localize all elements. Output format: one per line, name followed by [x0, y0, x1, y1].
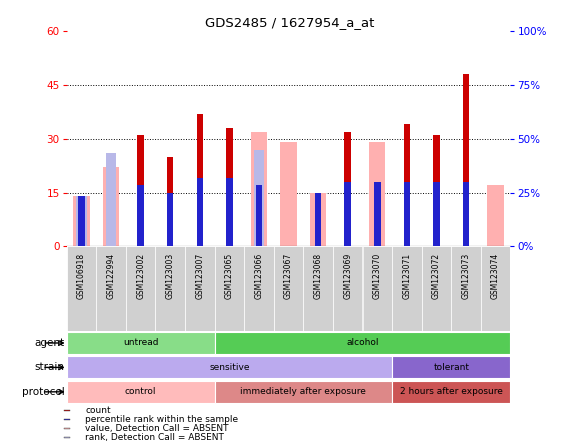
Bar	[369, 143, 386, 246]
Bar	[463, 182, 469, 246]
Bar	[310, 193, 327, 246]
Text: GSM123065: GSM123065	[225, 253, 234, 299]
Bar	[303, 246, 333, 331]
Bar	[280, 143, 297, 246]
Bar	[167, 193, 173, 246]
Bar	[215, 332, 510, 354]
Text: rank, Detection Call = ABSENT: rank, Detection Call = ABSENT	[85, 433, 224, 442]
Bar	[185, 246, 215, 331]
Text: 2 hours after exposure: 2 hours after exposure	[400, 387, 503, 396]
Bar	[226, 178, 233, 246]
Text: alcohol: alcohol	[346, 338, 379, 348]
Bar	[315, 193, 321, 246]
Bar	[67, 381, 215, 403]
Text: GSM123067: GSM123067	[284, 253, 293, 299]
Text: percentile rank within the sample: percentile rank within the sample	[85, 415, 238, 424]
Bar	[404, 182, 410, 246]
Text: GSM123003: GSM123003	[166, 253, 175, 299]
Bar	[433, 135, 440, 246]
Text: GSM123070: GSM123070	[373, 253, 382, 299]
Bar	[251, 131, 267, 246]
Bar	[244, 246, 274, 331]
Bar	[155, 246, 185, 331]
Text: GSM123074: GSM123074	[491, 253, 500, 299]
Bar	[126, 246, 155, 331]
Text: tolerant: tolerant	[433, 363, 469, 372]
Bar	[345, 131, 351, 246]
Bar	[76, 196, 87, 246]
Text: GSM123072: GSM123072	[432, 253, 441, 299]
Bar	[392, 381, 510, 403]
Bar	[64, 437, 70, 438]
Text: value, Detection Call = ABSENT: value, Detection Call = ABSENT	[85, 424, 229, 433]
Bar	[433, 182, 440, 246]
Text: agent: agent	[34, 338, 64, 348]
Text: GSM123073: GSM123073	[462, 253, 470, 299]
Bar	[392, 357, 510, 378]
Text: control: control	[125, 387, 157, 396]
Bar	[253, 150, 264, 246]
Text: sensitive: sensitive	[209, 363, 249, 372]
Bar	[137, 135, 144, 246]
Text: GSM123068: GSM123068	[314, 253, 322, 299]
Bar	[78, 196, 85, 246]
Bar	[167, 157, 173, 246]
Bar	[422, 246, 451, 331]
Bar	[345, 182, 351, 246]
Bar	[215, 381, 392, 403]
Bar	[64, 428, 70, 429]
Bar	[103, 167, 119, 246]
Bar	[374, 182, 380, 246]
Bar	[137, 186, 144, 246]
Text: GSM123002: GSM123002	[136, 253, 145, 299]
Text: GSM123071: GSM123071	[403, 253, 411, 299]
Bar	[274, 246, 303, 331]
Bar	[226, 128, 233, 246]
Bar	[487, 186, 504, 246]
Bar	[67, 332, 215, 354]
Text: GSM106918: GSM106918	[77, 253, 86, 299]
Text: GSM123069: GSM123069	[343, 253, 352, 299]
Text: immediately after exposure: immediately after exposure	[240, 387, 367, 396]
Bar	[73, 196, 90, 246]
Bar	[333, 246, 362, 331]
Bar	[463, 74, 469, 246]
Bar	[64, 419, 70, 420]
Bar	[392, 246, 422, 331]
Bar	[96, 246, 126, 331]
Bar	[451, 246, 481, 331]
Bar	[404, 124, 410, 246]
Bar	[362, 246, 392, 331]
Bar	[481, 246, 510, 331]
Text: GSM123066: GSM123066	[255, 253, 263, 299]
Bar	[64, 410, 70, 411]
Bar	[67, 246, 96, 331]
Bar	[256, 186, 262, 246]
Text: GSM122994: GSM122994	[107, 253, 115, 299]
Text: strain: strain	[34, 362, 64, 373]
Bar	[197, 114, 203, 246]
Text: untread: untread	[123, 338, 158, 348]
Bar	[67, 357, 392, 378]
Text: GDS2485 / 1627954_a_at: GDS2485 / 1627954_a_at	[205, 16, 375, 28]
Bar	[197, 178, 203, 246]
Bar	[215, 246, 244, 331]
Text: GSM123007: GSM123007	[195, 253, 204, 299]
Text: count: count	[85, 406, 111, 415]
Bar	[106, 153, 117, 246]
Text: protocol: protocol	[21, 387, 64, 397]
